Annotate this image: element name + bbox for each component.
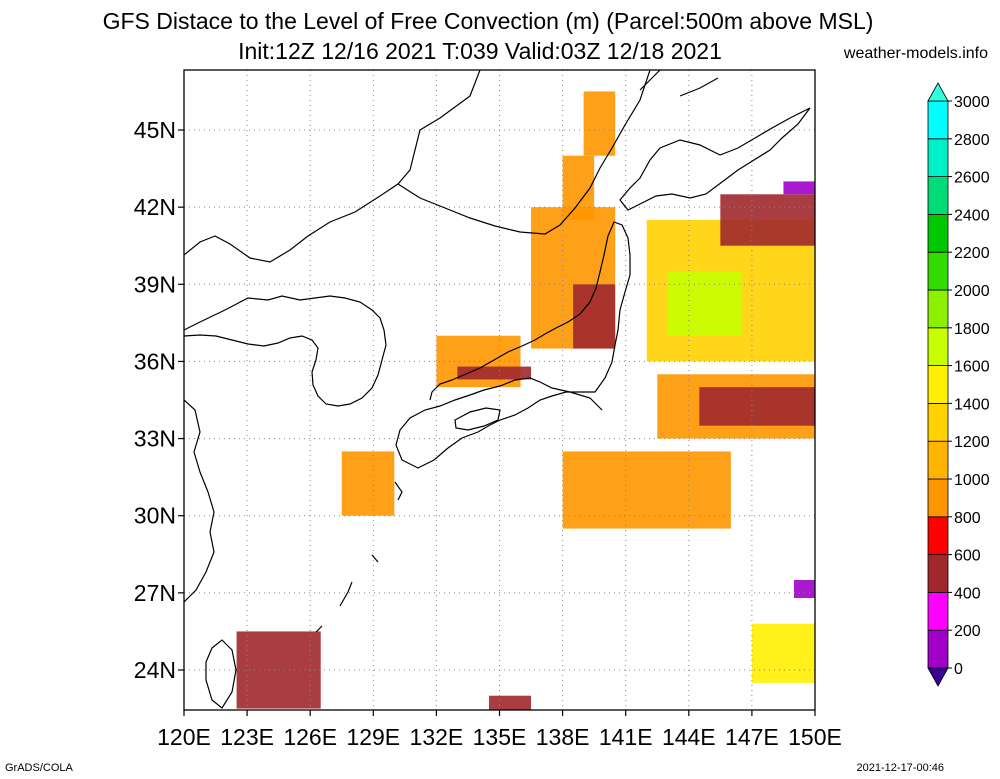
- coastline-hokkaido: [619, 107, 811, 211]
- colorbar-label: 600: [954, 548, 981, 565]
- colorbar-swatch: [927, 289, 949, 329]
- coastline-shikoku: [454, 407, 501, 431]
- footer-credit: GrADS/COLA: [5, 762, 73, 774]
- coastline-manchuria: [184, 70, 481, 263]
- colorbar-swatch: [927, 478, 949, 518]
- lat-tick-label: 42N: [134, 194, 176, 220]
- colorbar-label: 3000: [954, 94, 990, 111]
- colorbar-label: 1000: [954, 472, 990, 489]
- colorbar-label: 200: [954, 623, 981, 640]
- field-cell: [699, 387, 815, 426]
- colorbar-swatch: [927, 365, 949, 404]
- colorbar-label: 1600: [954, 359, 990, 376]
- field-cell: [488, 695, 532, 710]
- lon-tick-label: 144E: [662, 724, 716, 750]
- coastline-layer: [184, 70, 811, 709]
- colorbar-swatch: [927, 327, 949, 366]
- map-title: GFS Distace to the Level of Free Convect…: [102, 8, 874, 34]
- lat-tick-label: 33N: [134, 426, 176, 452]
- lat-tick-label: 27N: [134, 580, 176, 606]
- lon-tick-label: 120E: [157, 724, 211, 750]
- field-cell: [783, 181, 815, 195]
- colorbar-swatch: [927, 554, 949, 593]
- field-cell: [573, 284, 616, 349]
- lon-tick-label: 138E: [536, 724, 590, 750]
- colorbar-label: 1200: [954, 434, 990, 451]
- lat-tick-label: 30N: [134, 503, 176, 529]
- colorbar-over-arrow: [927, 82, 949, 102]
- coastline-ryukyu: [315, 481, 403, 633]
- colorbar-under-arrow: [927, 667, 949, 687]
- colorbar-label: 1400: [954, 396, 990, 413]
- field-cell: [793, 580, 815, 599]
- colorbar-swatch: [927, 629, 949, 669]
- field-layer: [236, 91, 815, 710]
- lon-tick-label: 150E: [788, 724, 842, 750]
- colorbar-swatch: [927, 138, 949, 178]
- coastline-japan: [395, 221, 631, 469]
- colorbar-swatch: [927, 100, 949, 140]
- colorbar-swatch: [927, 402, 949, 442]
- colorbar-label: 2800: [954, 132, 990, 149]
- lon-tick-label: 123E: [220, 724, 274, 750]
- field-cell: [751, 623, 815, 683]
- lat-tick-label: 39N: [134, 271, 176, 297]
- field-cell: [583, 91, 616, 156]
- colorbar-label: 800: [954, 510, 981, 527]
- axis-ticks: 120E 123E 126E 129E 132E 135E 138E 141E 144E 147E…: [134, 117, 842, 750]
- colorbar-label: 2000: [954, 283, 990, 300]
- colorbar-label: 2400: [954, 207, 990, 224]
- colorbar-swatch: [927, 440, 949, 480]
- colorbar-swatch: [927, 516, 949, 555]
- colorbar-label: 1800: [954, 321, 990, 338]
- lat-tick-label: 24N: [134, 657, 176, 683]
- lon-tick-label: 126E: [283, 724, 337, 750]
- colorbar-label: 2200: [954, 245, 990, 262]
- field-cell: [667, 271, 742, 336]
- field-cell: [341, 451, 395, 516]
- lat-tick-label: 36N: [134, 348, 176, 374]
- coastline-korea: [184, 295, 387, 407]
- coastline-primorye: [397, 70, 651, 235]
- colorbar-swatch: [927, 251, 949, 291]
- lon-tick-label: 135E: [473, 724, 527, 750]
- site-credit: weather-models.info: [843, 45, 988, 62]
- field-cell: [562, 155, 595, 221]
- field-cell: [562, 451, 731, 529]
- coastline-taiwan: [205, 639, 237, 709]
- lon-tick-label: 147E: [725, 724, 779, 750]
- lon-tick-label: 132E: [410, 724, 464, 750]
- colorbar-label: 2600: [954, 170, 990, 187]
- colorbar-swatch: [927, 592, 949, 631]
- field-cell: [236, 631, 321, 709]
- lat-tick-label: 45N: [134, 117, 176, 143]
- footer-timestamp: 2021-12-17-00:46: [856, 762, 944, 774]
- colorbar-label: 400: [954, 585, 981, 602]
- field-cell: [720, 194, 815, 246]
- colorbar: 0 200 400 600 800 1000 1200 1400 1600 1800 2000 220…: [927, 82, 990, 687]
- coastline-china: [184, 399, 215, 603]
- coastline-sakhalin: [639, 70, 719, 97]
- lon-tick-label: 129E: [346, 724, 400, 750]
- lon-tick-label: 141E: [599, 724, 653, 750]
- colorbar-label: 0: [954, 661, 963, 678]
- colorbar-swatch: [927, 213, 949, 253]
- map-subtitle: Init:12Z 12/16 2021 T:039 Valid:03Z 12/1…: [238, 38, 722, 64]
- colorbar-swatch: [927, 176, 949, 215]
